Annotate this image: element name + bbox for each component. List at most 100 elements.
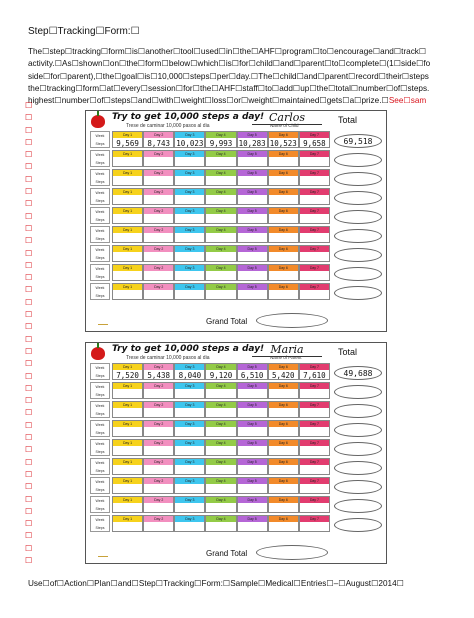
step-count: 5,420 [271,371,295,380]
document-title: Step☐Tracking☐Form:☐ [28,26,140,37]
week-label-text: Week [95,404,105,408]
day-cell: Day 4 9,993 [205,131,237,148]
margin-marker: ☐ [25,101,33,110]
day-cell: Day 6 [267,283,299,300]
day-band: Day 1 [113,478,143,484]
day-cell: Day 1 [112,420,144,437]
day-band: Day 4 [206,265,236,271]
day-cell: Day 6 [267,458,299,475]
day-band: Day 7 [299,284,329,290]
week-label-text: Week [95,248,105,252]
margin-marker: ☐ [25,162,33,172]
day-cells: Day 1 7,520 Day 2 5,438 Day 3 8,040 Day 4 9,120… [112,363,330,380]
day-cell: Day 2 [143,382,175,399]
week-label: Week Steps [90,169,110,186]
day-band: Day 7 [299,364,329,370]
steps-label-text: Steps [95,450,105,454]
day-cell: Day 5 [236,188,268,205]
day-band: Day 6 [268,402,298,408]
program-logo [98,548,108,557]
day-cell: Day 7 [298,226,330,243]
step-count: 9,120 [209,371,233,380]
day-band: Day 7 [299,516,329,522]
day-cell: Day 1 [112,458,144,475]
day-cell: Day 5 [236,515,268,532]
week-label: Week Steps [90,245,110,262]
day-cell: Day 1 [112,207,144,224]
week-label-text: Week [95,366,105,370]
day-cell: Day 5 [236,150,268,167]
week-label: Week Steps [90,150,110,167]
day-band: Day 3 [175,402,205,408]
week-total-oval [334,153,382,167]
week-label: Week Steps [90,283,110,300]
day-band: Day 7 [299,246,329,252]
day-band: Day 6 [268,151,298,157]
margin-marker: ☐ [25,150,33,160]
week-row: Week Steps Day 1 7,520 Day 2 5,438 Day 3 8,040 D… [90,363,330,381]
day-band: Day 6 [268,132,298,138]
day-cell: Day 3 [174,207,206,224]
margin-marker: ☐ [25,113,33,123]
day-cell: Day 3 [174,420,206,437]
para-line: The☐step☐tracking☐form☐is☐another☐tool☐u… [28,47,427,56]
day-cells: Day 1 Day 2 Day 3 Day 4 Day 5 Day 6 Day 7 [112,401,330,418]
day-cell: Day 4 [205,420,237,437]
week-total-value: 69,518 [343,137,373,146]
step-count: 10,283 [238,139,266,148]
day-band: Day 1 [113,440,143,446]
day-band: Day 4 [206,132,236,138]
day-cell: Day 7 [298,207,330,224]
day-cell: Day 5 [236,496,268,513]
day-cell: Day 4 [205,515,237,532]
day-cell: Day 2 [143,401,175,418]
margin-marker: ☐ [25,445,33,455]
day-band: Day 1 [113,421,143,427]
week-total-oval [334,518,382,532]
day-cells: Day 1 Day 2 Day 3 Day 4 Day 5 Day 6 Day 7 [112,245,330,262]
day-cell: Day 1 [112,188,144,205]
day-band: Day 5 [237,265,267,271]
day-band: Day 4 [206,284,236,290]
week-total-oval [334,286,382,300]
day-band: Day 1 [113,284,143,290]
week-total-value: 49,688 [343,369,373,378]
margin-marker: ☐ [25,346,33,356]
day-cell: Day 5 10,283 [236,131,268,148]
day-cell: Day 7 [298,283,330,300]
week-label: Week Steps [90,226,110,243]
week-label-text: Week [95,267,105,271]
day-cell: Day 7 [298,169,330,186]
margin-marker: ☐ [25,359,33,369]
day-band: Day 4 [206,497,236,503]
day-cell: Day 6 [267,264,299,281]
day-cell: Day 1 [112,401,144,418]
day-cell: Day 3 8,040 [174,363,206,380]
total-label: Total [338,347,358,357]
day-cell: Day 4 [205,401,237,418]
day-cell: Day 6 [267,150,299,167]
day-band: Day 5 [237,189,267,195]
day-band: Day 4 [206,208,236,214]
day-cells: Day 1 Day 2 Day 3 Day 4 Day 5 Day 6 Day 7 [112,150,330,167]
day-cell: Day 4 [205,169,237,186]
day-band: Day 5 [237,132,267,138]
day-band: Day 2 [144,497,174,503]
program-logo [98,316,108,325]
day-cell: Day 2 [143,264,175,281]
day-cell: Day 1 [112,150,144,167]
day-band: Day 7 [299,265,329,271]
day-band: Day 5 [237,497,267,503]
week-label-text: Week [95,442,105,446]
margin-marker: ☐ [25,408,33,418]
margin-marker: ☐ [25,273,33,283]
day-band: Day 2 [144,364,174,370]
day-band: Day 5 [237,421,267,427]
day-cell: Day 5 [236,439,268,456]
day-cell: Day 3 [174,477,206,494]
apple-icon [91,111,105,128]
